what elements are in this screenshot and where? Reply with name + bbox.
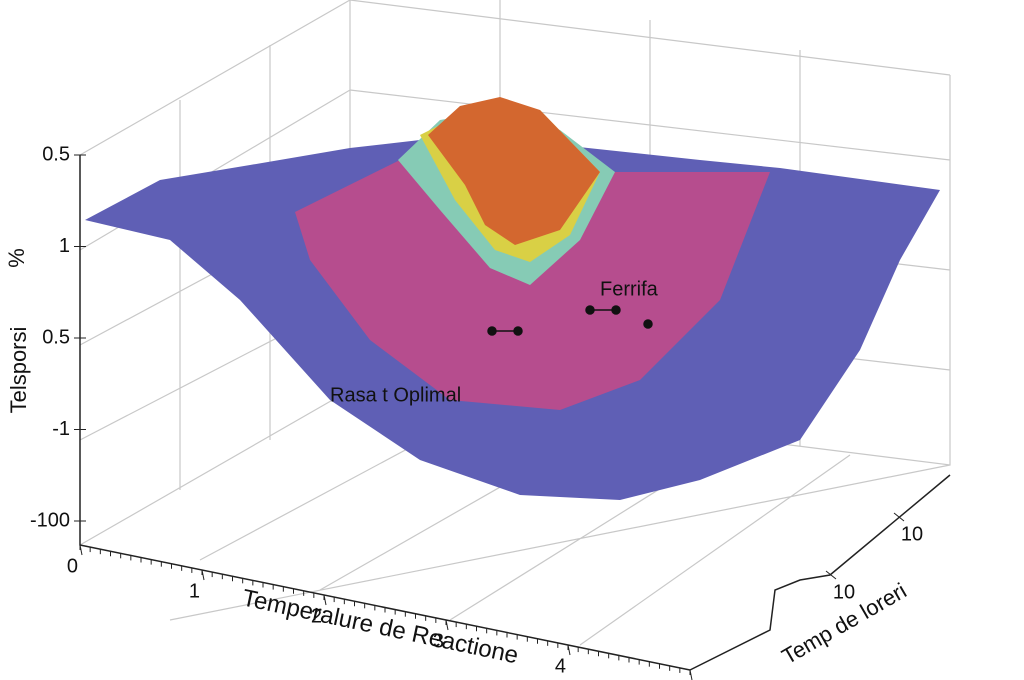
z-tick-label: -100 [30, 509, 70, 531]
z-axis-unit: % [4, 248, 29, 268]
x-tick-label: 0 [67, 555, 78, 577]
x-tick-label: 1 [189, 580, 200, 602]
y-tick [893, 512, 905, 522]
y-tick [825, 570, 837, 580]
z-tick-label: 0.5 [42, 326, 70, 348]
data-points [487, 305, 653, 336]
y-tick-label: 10 [901, 523, 923, 545]
x-tick-label: 4 [555, 655, 566, 677]
annotation: Ferrifa [600, 278, 659, 300]
z-tick-label: 0.5 [42, 143, 70, 165]
surface [85, 97, 940, 500]
z-axis-label: Telsporsi [6, 327, 31, 414]
z-tick-label: -1 [52, 418, 70, 440]
z-tick-label: 1 [59, 235, 70, 257]
annotation: Rasa t Oplimal [330, 384, 461, 406]
x-tick-label: 2 [311, 605, 322, 627]
x-tick-label: 3 [433, 630, 444, 652]
y-tick-label: 10 [833, 581, 855, 603]
